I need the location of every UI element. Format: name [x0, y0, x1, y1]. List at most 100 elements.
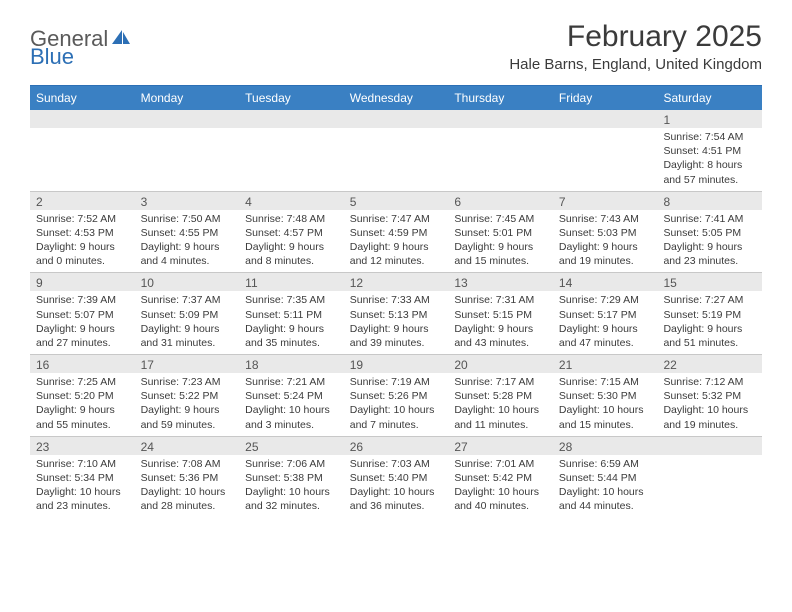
day-cell: 27Sunrise: 7:01 AMSunset: 5:42 PMDayligh…: [448, 437, 553, 518]
daylight-label-1: Daylight: 9 hours: [245, 240, 340, 254]
day-number: 20: [448, 355, 553, 373]
daylight-label-2: and 40 minutes.: [454, 499, 549, 513]
day-cell: 17 Sunrise: 7:23 AMSunset: 5:22 PMDayligh…: [135, 355, 240, 436]
day-cell: [344, 110, 449, 191]
daylight-label-2: and 43 minutes.: [454, 336, 549, 350]
daylight-label-1: Daylight: 10 hours: [36, 485, 131, 499]
weekday-header: Saturday: [657, 86, 762, 110]
sunrise-label: Sunrise: 7:21 AM: [245, 375, 340, 389]
day-number: 6: [448, 192, 553, 210]
day-cell: 19Sunrise: 7:19 AMSunset: 5:26 PMDayligh…: [344, 355, 449, 436]
weekday-header: Monday: [135, 86, 240, 110]
sunset-label: Sunset: 5:38 PM: [245, 471, 340, 485]
day-number: 17: [135, 355, 240, 373]
day-body: Sunrise: 6:59 AMSunset: 5:44 PMDaylight:…: [553, 457, 658, 514]
day-cell: 11Sunrise: 7:35 AMSunset: 5:11 PMDayligh…: [239, 273, 344, 354]
daylight-label-1: Daylight: 10 hours: [350, 485, 445, 499]
day-body: Sunrise: 7:33 AMSunset: 5:13 PMDaylight:…: [344, 293, 449, 350]
sunrise-label: Sunrise: 7:01 AM: [454, 457, 549, 471]
day-cell: 1Sunrise: 7:54 AMSunset: 4:51 PMDaylight…: [657, 110, 762, 191]
day-body: Sunrise: 7:50 AMSunset: 4:55 PMDaylight:…: [135, 212, 240, 269]
daylight-label-2: and 57 minutes.: [663, 173, 758, 187]
day-number: 15: [657, 273, 762, 291]
daylight-label-1: Daylight: 9 hours: [36, 322, 131, 336]
logo-part2: Blue: [30, 44, 74, 69]
weekday-header: Wednesday: [344, 86, 449, 110]
sunset-label: Sunset: 5:05 PM: [663, 226, 758, 240]
day-number: [553, 110, 658, 128]
day-body: Sunrise: 7:10 AMSunset: 5:34 PMDaylight:…: [30, 457, 135, 514]
day-cell: 16Sunrise: 7:25 AMSunset: 5:20 PMDayligh…: [30, 355, 135, 436]
daylight-label-1: Daylight: 9 hours: [663, 322, 758, 336]
day-cell: 2 Sunrise: 7:52 AMSunset: 4:53 PMDaylight…: [30, 192, 135, 273]
day-number: [239, 110, 344, 128]
day-number: 23: [30, 437, 135, 455]
day-cell: 12Sunrise: 7:33 AMSunset: 5:13 PMDayligh…: [344, 273, 449, 354]
daylight-label-1: Daylight: 9 hours: [141, 322, 236, 336]
day-number: 1: [657, 110, 762, 128]
sunset-label: Sunset: 5:17 PM: [559, 308, 654, 322]
daylight-label-1: Daylight: 9 hours: [141, 240, 236, 254]
day-number: 8: [657, 192, 762, 210]
sunset-label: Sunset: 5:24 PM: [245, 389, 340, 403]
day-body: Sunrise: 7:08 AMSunset: 5:36 PMDaylight:…: [135, 457, 240, 514]
daylight-label-1: Daylight: 10 hours: [350, 403, 445, 417]
day-cell: [657, 437, 762, 518]
week-row: 23 Sunrise: 7:10 AMSunset: 5:34 PMDayligh…: [30, 437, 762, 518]
day-cell: 13Sunrise: 7:31 AMSunset: 5:15 PMDayligh…: [448, 273, 553, 354]
daylight-label-2: and 7 minutes.: [350, 418, 445, 432]
daylight-label-2: and 19 minutes.: [559, 254, 654, 268]
sunrise-label: Sunrise: 7:52 AM: [36, 212, 131, 226]
sunset-label: Sunset: 5:30 PM: [559, 389, 654, 403]
day-number: 2: [30, 192, 135, 210]
daylight-label-2: and 31 minutes.: [141, 336, 236, 350]
sunrise-label: Sunrise: 7:33 AM: [350, 293, 445, 307]
day-body: Sunrise: 7:35 AMSunset: 5:11 PMDaylight:…: [239, 293, 344, 350]
daylight-label-2: and 19 minutes.: [663, 418, 758, 432]
day-cell: 26Sunrise: 7:03 AMSunset: 5:40 PMDayligh…: [344, 437, 449, 518]
day-cell: [448, 110, 553, 191]
day-number: 22: [657, 355, 762, 373]
daylight-label-1: Daylight: 9 hours: [350, 240, 445, 254]
day-number: 14: [553, 273, 658, 291]
sunset-label: Sunset: 5:36 PM: [141, 471, 236, 485]
day-number: 27: [448, 437, 553, 455]
daylight-label-2: and 59 minutes.: [141, 418, 236, 432]
daylight-label-1: Daylight: 9 hours: [141, 403, 236, 417]
day-cell: 6Sunrise: 7:45 AMSunset: 5:01 PMDaylight…: [448, 192, 553, 273]
week-row: 1Sunrise: 7:54 AMSunset: 4:51 PMDaylight…: [30, 110, 762, 192]
sail-icon: [112, 26, 132, 52]
sunset-label: Sunset: 5:01 PM: [454, 226, 549, 240]
daylight-label-1: Daylight: 9 hours: [36, 240, 131, 254]
day-body: Sunrise: 7:23 AMSunset: 5:22 PMDaylight:…: [135, 375, 240, 432]
day-number: 24: [135, 437, 240, 455]
day-cell: 24 Sunrise: 7:08 AMSunset: 5:36 PMDayligh…: [135, 437, 240, 518]
day-number: 16: [30, 355, 135, 373]
day-number: 7: [553, 192, 658, 210]
day-number: [657, 437, 762, 455]
daylight-label-2: and 32 minutes.: [245, 499, 340, 513]
weekday-header: Thursday: [448, 86, 553, 110]
sunset-label: Sunset: 4:59 PM: [350, 226, 445, 240]
sunrise-label: Sunrise: 7:43 AM: [559, 212, 654, 226]
day-number: 4: [239, 192, 344, 210]
sunrise-label: Sunrise: 7:15 AM: [559, 375, 654, 389]
title-block: February 2025 Hale Barns, England, Unite…: [509, 20, 762, 73]
day-body: Sunrise: 7:12 AMSunset: 5:32 PMDaylight:…: [657, 375, 762, 432]
day-cell: 9Sunrise: 7:39 AMSunset: 5:07 PMDaylight…: [30, 273, 135, 354]
sunset-label: Sunset: 4:53 PM: [36, 226, 131, 240]
sunrise-label: Sunrise: 7:06 AM: [245, 457, 340, 471]
day-cell: 7Sunrise: 7:43 AMSunset: 5:03 PMDaylight…: [553, 192, 658, 273]
day-body: Sunrise: 7:31 AMSunset: 5:15 PMDaylight:…: [448, 293, 553, 350]
day-cell: [135, 110, 240, 191]
day-number: [135, 110, 240, 128]
day-body: Sunrise: 7:15 AMSunset: 5:30 PMDaylight:…: [553, 375, 658, 432]
sunset-label: Sunset: 5:34 PM: [36, 471, 131, 485]
sunrise-label: Sunrise: 7:39 AM: [36, 293, 131, 307]
week-row: 2Sunrise: 7:52 AMSunset: 4:53 PMDaylight…: [30, 192, 762, 274]
day-cell: [239, 110, 344, 191]
daylight-label-2: and 8 minutes.: [245, 254, 340, 268]
sunset-label: Sunset: 5:44 PM: [559, 471, 654, 485]
sunrise-label: Sunrise: 7:31 AM: [454, 293, 549, 307]
sunset-label: Sunset: 5:22 PM: [141, 389, 236, 403]
